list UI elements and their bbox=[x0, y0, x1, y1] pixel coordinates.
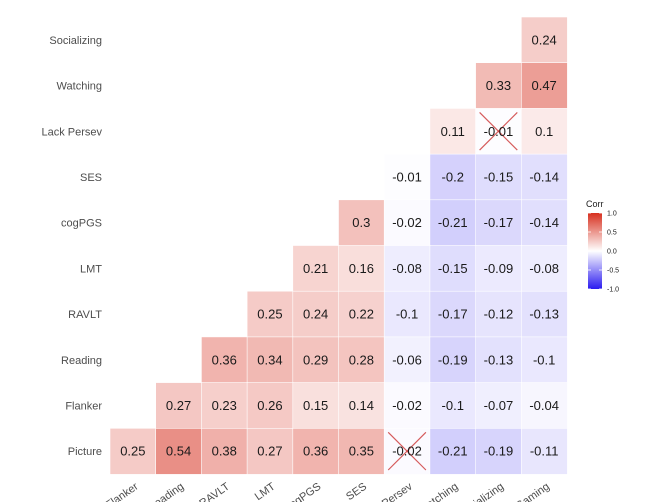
cell-value-label: -0.17 bbox=[438, 307, 468, 322]
row-label: LMT bbox=[80, 263, 102, 275]
row-label: RAVLT bbox=[68, 309, 102, 321]
cell-value-label: 0.26 bbox=[257, 398, 282, 413]
cell-value-label: 0.1 bbox=[535, 124, 553, 139]
cell-value-label: -0.14 bbox=[529, 169, 559, 184]
cell-value-label: 0.28 bbox=[349, 352, 374, 367]
legend-tick-label: 0.5 bbox=[607, 230, 617, 237]
cell-value-label: -0.02 bbox=[392, 444, 422, 459]
column-label: Watching bbox=[416, 481, 460, 502]
legend-tick-label: 1.0 bbox=[607, 211, 617, 218]
cell-value-label: -0.09 bbox=[484, 261, 514, 276]
cell-value-label: -0.02 bbox=[392, 398, 422, 413]
cell-value-label: -0.1 bbox=[533, 352, 555, 367]
row-label: Socializing bbox=[49, 35, 102, 47]
cell-value-label: -0.15 bbox=[438, 261, 468, 276]
cell-value-label: 0.27 bbox=[166, 398, 191, 413]
row-label: cogPGS bbox=[61, 218, 102, 230]
cell-value-label: -0.11 bbox=[530, 444, 559, 459]
cell-value-label: 0.27 bbox=[257, 444, 282, 459]
cell-value-label: -0.1 bbox=[396, 307, 418, 322]
column-label: SES bbox=[344, 481, 369, 502]
cell-value-label: -0.08 bbox=[529, 261, 559, 276]
legend-tick-label: -1.0 bbox=[607, 287, 619, 294]
cell-value-label: -0.19 bbox=[438, 352, 468, 367]
row-label: Watching bbox=[57, 81, 102, 93]
cell-value-label: -0.12 bbox=[484, 307, 514, 322]
row-label: Flanker bbox=[65, 400, 102, 412]
cell-value-label: -0.01 bbox=[484, 124, 514, 139]
cell-value-label: -0.06 bbox=[392, 352, 422, 367]
legend-tick-label: -0.5 bbox=[607, 268, 619, 275]
cell-value-label: 0.47 bbox=[531, 78, 556, 93]
cell-value-label: -0.21 bbox=[438, 215, 468, 230]
cell-value-label: 0.14 bbox=[349, 398, 374, 413]
cell-value-label: -0.04 bbox=[529, 398, 559, 413]
cell-value-label: 0.36 bbox=[212, 352, 237, 367]
column-label: LMT bbox=[253, 480, 278, 502]
cell-value-label: 0.38 bbox=[212, 444, 237, 459]
cell-value-label: 0.36 bbox=[303, 444, 328, 459]
cell-value-label: -0.14 bbox=[529, 215, 559, 230]
cell-value-label: 0.23 bbox=[212, 398, 237, 413]
cell-value-label: -0.13 bbox=[484, 352, 514, 367]
legend-title: Corr bbox=[586, 199, 604, 209]
cell-value-label: -0.13 bbox=[529, 307, 559, 322]
cell-value-label: 0.11 bbox=[441, 124, 465, 139]
cell-value-label: 0.21 bbox=[303, 261, 328, 276]
column-label: Socializing bbox=[456, 481, 506, 502]
cell-value-label: -0.15 bbox=[484, 169, 514, 184]
row-label: Reading bbox=[61, 355, 102, 367]
column-label: RAVLT bbox=[197, 480, 232, 502]
row-label: Lack Persev bbox=[41, 126, 102, 138]
legend-tick-label: 0.0 bbox=[607, 249, 617, 256]
cell-value-label: 0.15 bbox=[303, 398, 328, 413]
column-label: Flanker bbox=[104, 480, 141, 502]
cell-value-label: 0.24 bbox=[531, 32, 556, 47]
cell-value-label: -0.19 bbox=[484, 444, 514, 459]
cell-value-label: 0.22 bbox=[349, 307, 374, 322]
cell-value-label: -0.01 bbox=[392, 169, 422, 184]
column-label: Gaming bbox=[513, 481, 551, 502]
cell-value-label: 0.3 bbox=[352, 215, 370, 230]
cell-value-label: -0.2 bbox=[442, 169, 464, 184]
cell-value-label: 0.16 bbox=[349, 261, 374, 276]
cell-value-label: 0.25 bbox=[120, 444, 145, 459]
cell-value-label: -0.07 bbox=[484, 398, 514, 413]
cell-value-label: 0.54 bbox=[166, 444, 191, 459]
cell-value-label: 0.33 bbox=[486, 78, 511, 93]
row-label: SES bbox=[80, 172, 102, 184]
cell-value-label: -0.17 bbox=[484, 215, 514, 230]
cell-value-label: -0.08 bbox=[392, 261, 422, 276]
cell-value-label: -0.21 bbox=[438, 444, 468, 459]
cell-value-label: 0.25 bbox=[257, 307, 282, 322]
cell-value-label: -0.1 bbox=[442, 398, 464, 413]
column-label: cogPGS bbox=[283, 481, 323, 502]
column-label: Reading bbox=[146, 481, 186, 502]
cell-value-label: 0.34 bbox=[257, 352, 282, 367]
cell-value-label: 0.24 bbox=[303, 307, 328, 322]
cell-value-label: -0.02 bbox=[392, 215, 422, 230]
row-label: Picture bbox=[68, 446, 102, 458]
cell-value-label: 0.35 bbox=[349, 444, 374, 459]
cell-value-label: 0.29 bbox=[303, 352, 328, 367]
